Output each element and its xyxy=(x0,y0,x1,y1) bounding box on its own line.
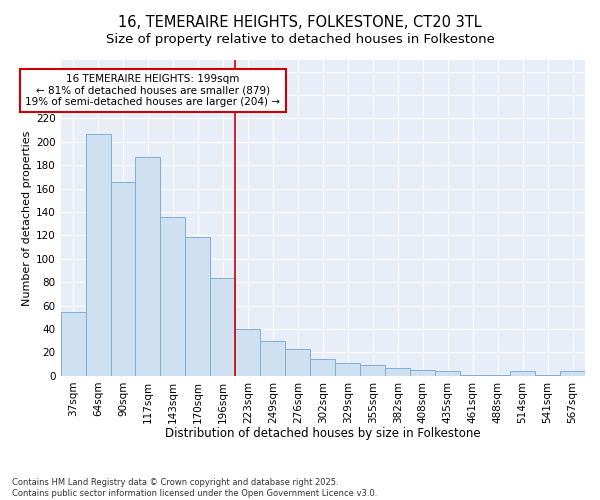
Bar xyxy=(510,371,535,376)
Bar xyxy=(61,312,86,376)
Bar xyxy=(211,278,235,376)
Bar xyxy=(86,134,110,376)
Bar xyxy=(286,349,310,376)
Text: 16 TEMERAIRE HEIGHTS: 199sqm
← 81% of detached houses are smaller (879)
19% of s: 16 TEMERAIRE HEIGHTS: 199sqm ← 81% of de… xyxy=(25,74,280,107)
Text: 16, TEMERAIRE HEIGHTS, FOLKESTONE, CT20 3TL: 16, TEMERAIRE HEIGHTS, FOLKESTONE, CT20 … xyxy=(118,15,482,30)
Bar xyxy=(235,329,260,376)
Bar xyxy=(535,374,560,376)
Bar xyxy=(160,217,185,376)
Bar xyxy=(435,371,460,376)
Bar xyxy=(560,371,585,376)
Bar xyxy=(260,341,286,376)
Bar xyxy=(185,236,211,376)
Bar xyxy=(360,366,385,376)
Text: Contains HM Land Registry data © Crown copyright and database right 2025.
Contai: Contains HM Land Registry data © Crown c… xyxy=(12,478,377,498)
Bar xyxy=(310,360,335,376)
Bar xyxy=(385,368,410,376)
Bar xyxy=(136,157,160,376)
Y-axis label: Number of detached properties: Number of detached properties xyxy=(22,130,32,306)
Bar xyxy=(110,182,136,376)
Text: Size of property relative to detached houses in Folkestone: Size of property relative to detached ho… xyxy=(106,32,494,46)
Bar xyxy=(460,374,485,376)
Bar xyxy=(485,374,510,376)
X-axis label: Distribution of detached houses by size in Folkestone: Distribution of detached houses by size … xyxy=(165,427,481,440)
Bar xyxy=(410,370,435,376)
Bar xyxy=(335,363,360,376)
